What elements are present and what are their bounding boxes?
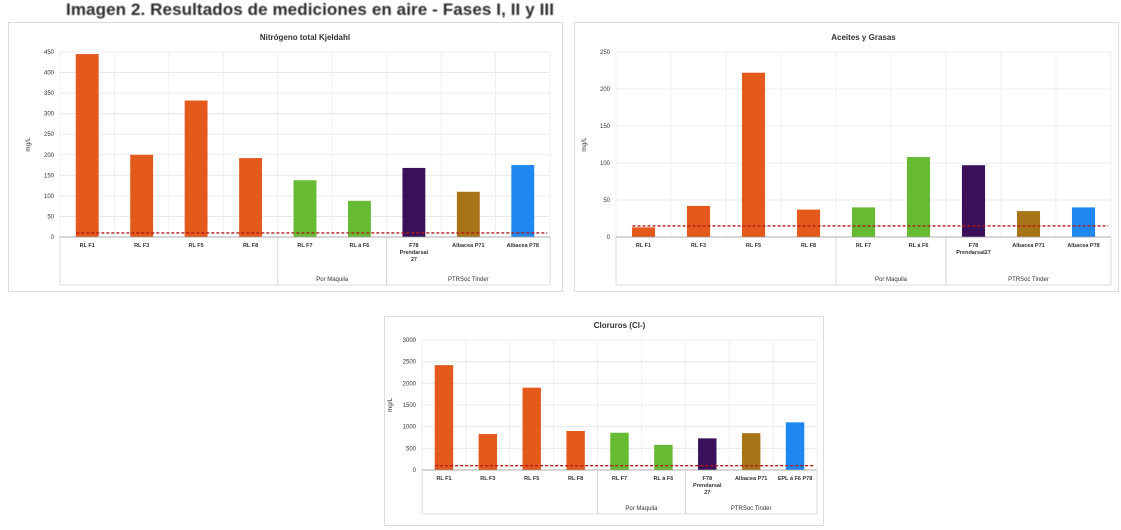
group-label: PTRSoc Tinder: [1008, 277, 1049, 283]
group-label: Por Maquila: [875, 277, 908, 283]
bar: [434, 365, 454, 470]
y-tick-label: 0: [413, 468, 417, 474]
group-label: Por Maquila: [625, 506, 658, 512]
category-label: Albacea P71: [735, 476, 767, 482]
group-label: Por Maquila: [316, 277, 349, 283]
bar: [293, 180, 317, 237]
y-tick-label: 500: [406, 446, 417, 452]
y-axis-label: mg/L: [25, 137, 32, 152]
y-tick-label: 150: [44, 173, 55, 179]
category-label: RL F5: [189, 243, 204, 249]
category-label: RL F1: [80, 243, 95, 249]
y-tick-label: 200: [600, 87, 611, 93]
category-label: RL F3: [480, 476, 495, 482]
chart-title: Aceites y Grasas: [831, 33, 896, 42]
category-label: RL á F6: [909, 243, 929, 249]
y-tick-label: 1500: [403, 403, 417, 409]
bar: [239, 158, 262, 237]
bar: [654, 444, 673, 470]
bar: [75, 54, 99, 237]
chart-chlorides: Cloruros (Cl-) 0 500 1000 1500 2000 2500 3000 mg…: [384, 316, 824, 526]
category-label: RL F8: [801, 243, 816, 249]
bar: [402, 167, 426, 237]
bar: [610, 432, 629, 470]
category-label: Albacea P78: [1067, 243, 1099, 249]
category-label: RL F1: [636, 243, 651, 249]
bar: [785, 422, 805, 470]
category-label: RL F8: [568, 476, 583, 482]
y-axis-label: mg/L: [581, 137, 588, 152]
bar: [566, 431, 585, 470]
category-label: RL F1: [436, 476, 451, 482]
y-tick-label: 0: [51, 235, 55, 241]
y-tick-label: 50: [603, 198, 610, 204]
y-axis-label: mg/L: [387, 397, 394, 412]
category-label: RL F3: [691, 243, 706, 249]
y-tick-label: 150: [600, 124, 611, 130]
y-tick-label: 400: [44, 71, 55, 77]
category-label: RL á F6: [350, 243, 370, 249]
bar: [1016, 211, 1041, 237]
bar: [698, 438, 717, 470]
y-tick-label: 300: [44, 112, 55, 118]
page-title: Imagen 2. Resultados de mediciones en ai…: [66, 0, 555, 19]
category-label: Albacea P78: [507, 243, 539, 249]
category-label: EPL á F6 P78: [778, 476, 812, 482]
chart-oils-greases: Aceites y Grasas 0 50 100 150 200 250 mg/L RL F1…: [574, 22, 1119, 292]
chart-nitrogen: Nitrógeno total Kjeldahl 0 50 100 150 200 250 3…: [8, 22, 563, 292]
bar: [184, 100, 208, 237]
bar: [741, 433, 761, 470]
y-tick-label: 200: [44, 153, 55, 159]
category-label: RL F7: [856, 243, 871, 249]
group-label: PTRSoc Tinder: [731, 506, 772, 512]
y-tick-label: 2000: [403, 381, 417, 387]
category-label: RL F5: [524, 476, 539, 482]
chart-title: Nitrógeno total Kjeldahl: [260, 33, 350, 42]
y-tick-label: 1000: [403, 425, 417, 431]
bar: [478, 434, 498, 470]
bar: [906, 157, 931, 237]
bar: [851, 207, 876, 237]
category-label: Albacea P71: [452, 243, 484, 249]
category-label: RL F5: [746, 243, 761, 249]
category-label: Albacea P71: [1012, 243, 1044, 249]
bar: [130, 154, 154, 237]
category-label: RL F8: [243, 243, 258, 249]
bar: [796, 209, 821, 237]
y-tick-label: 250: [44, 132, 55, 138]
bar: [961, 165, 986, 237]
y-tick-label: 100: [44, 194, 55, 200]
category-label: RL F7: [612, 476, 627, 482]
bar: [456, 191, 480, 237]
chart-frame: [384, 316, 824, 526]
bar: [348, 200, 371, 237]
y-tick-label: 100: [600, 161, 611, 167]
bar: [522, 387, 541, 470]
category-label: RL F7: [297, 243, 312, 249]
y-tick-label: 0: [607, 235, 611, 241]
chart-frame: [574, 22, 1119, 292]
y-tick-label: 2500: [403, 360, 417, 366]
bar: [1071, 207, 1096, 237]
bar: [511, 165, 535, 237]
category-label: RL F3: [134, 243, 149, 249]
bar: [631, 227, 656, 237]
y-tick-label: 450: [44, 50, 55, 56]
category-label: RL á F6: [654, 476, 674, 482]
y-tick-label: 250: [600, 50, 611, 56]
y-tick-label: 50: [47, 214, 54, 220]
bar: [686, 205, 711, 237]
chart-frame: [8, 22, 563, 292]
chart-title: Cloruros (Cl-): [594, 321, 646, 330]
y-tick-label: 350: [44, 91, 55, 97]
y-tick-label: 3000: [403, 338, 417, 344]
bar: [741, 72, 766, 237]
group-label: PTRSoc Tinder: [448, 277, 489, 283]
